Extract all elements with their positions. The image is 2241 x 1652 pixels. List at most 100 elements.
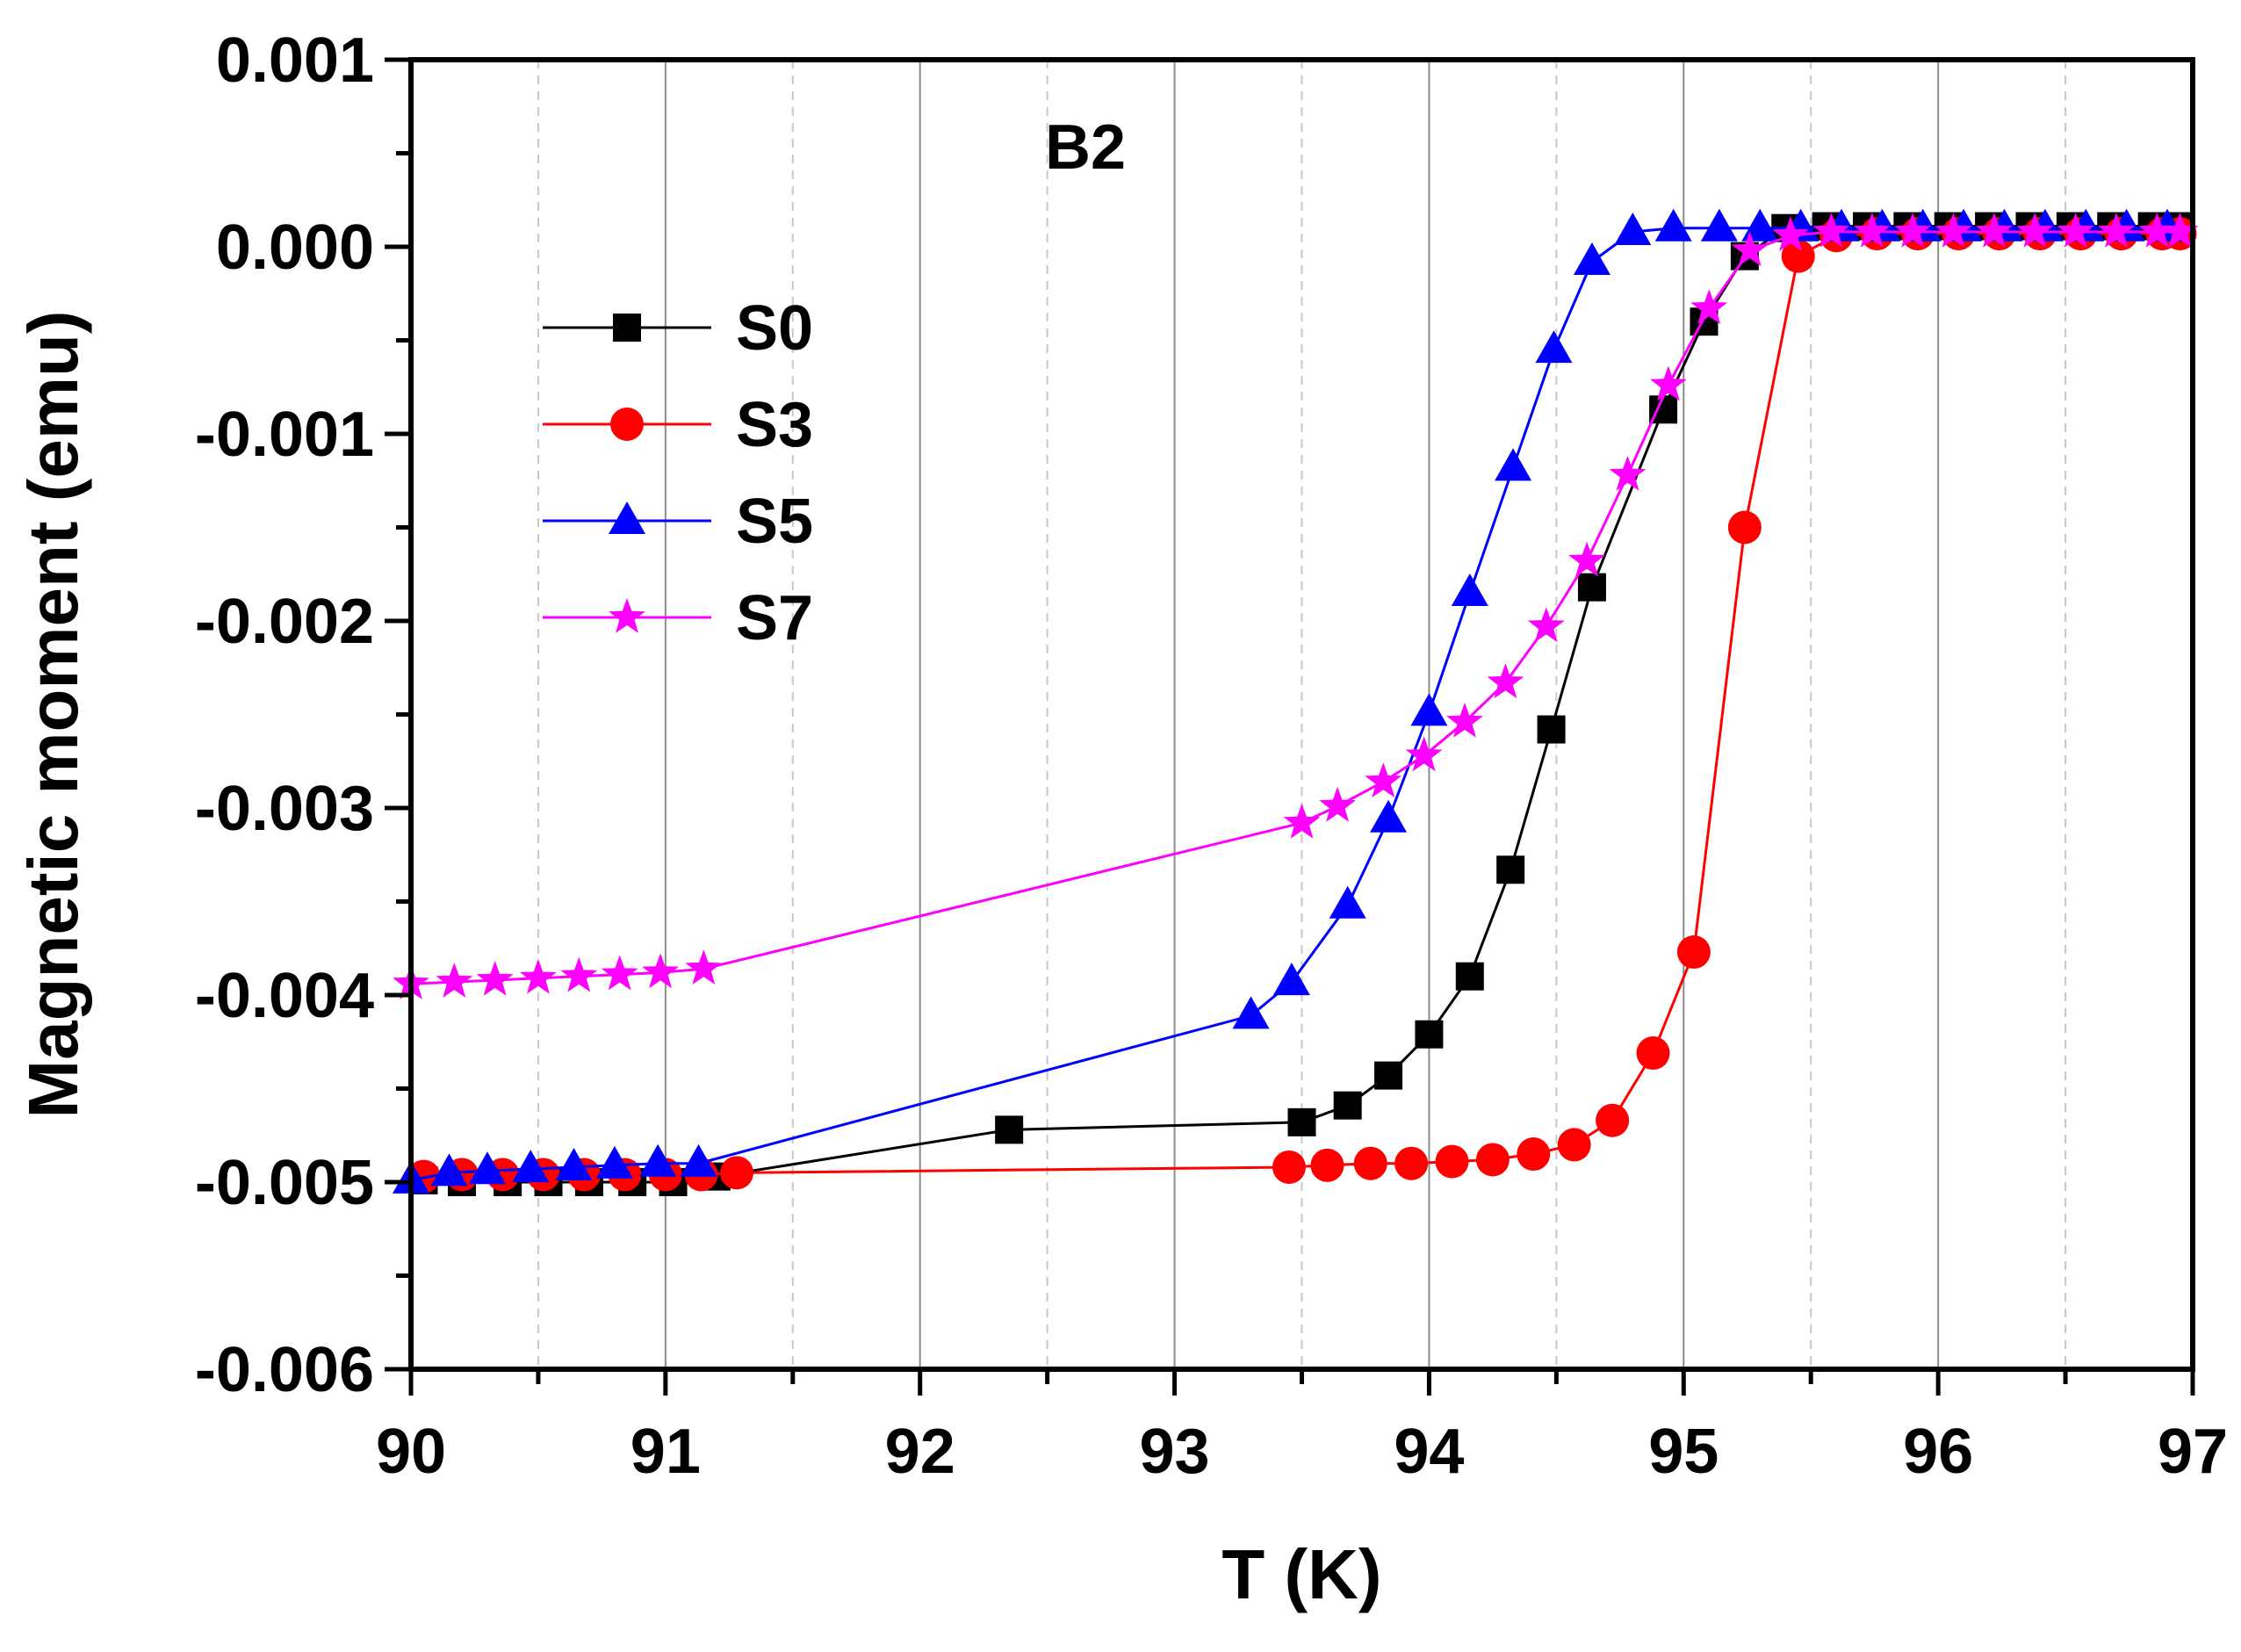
- legend-item-S3: S3: [543, 390, 813, 460]
- data-point-S0: [1577, 573, 1606, 602]
- annotation-label: B2: [1045, 112, 1126, 183]
- data-point-S7: [1853, 213, 1891, 248]
- data-point-S7: [2161, 213, 2199, 248]
- data-point-S3: [1353, 1146, 1387, 1180]
- series-line-S0: [423, 225, 2180, 1184]
- data-point-S7: [1527, 607, 1565, 643]
- data-point-S5: [1700, 208, 1738, 242]
- data-point-S3: [720, 1156, 754, 1190]
- data-point-S5: [1573, 242, 1610, 276]
- legend-label: S3: [736, 390, 813, 460]
- data-point-S3: [1394, 1146, 1429, 1180]
- x-tick-label: 97: [2158, 1417, 2228, 1487]
- series-S7: [393, 213, 2199, 999]
- data-point-S3: [1310, 1148, 1344, 1182]
- data-point-S5: [639, 1143, 677, 1177]
- data-point-S5: [1329, 885, 1366, 919]
- axes: 90 91 92 93 94 95 96 97 0.001 0.000 -0.001 -0.002 -0…: [195, 25, 2228, 1487]
- legend-item-S7: S7: [543, 583, 813, 653]
- data-point-S3: [1727, 510, 1762, 545]
- data-point-S7: [1365, 762, 1402, 797]
- data-point-S7: [1812, 213, 1850, 248]
- series-line-S5: [410, 227, 2167, 1182]
- data-point-S7: [1319, 786, 1356, 822]
- data-point-S5: [1741, 208, 1779, 242]
- data-point-S5: [512, 1150, 550, 1183]
- data-point-S0: [1287, 1107, 1316, 1136]
- data-point-S7: [1690, 289, 1728, 325]
- legend-marker-S3: [610, 408, 644, 441]
- data-point-S3: [1636, 1036, 1670, 1071]
- data-point-S7: [1976, 213, 2013, 248]
- series-line-S7: [410, 230, 2180, 985]
- legend-label: S5: [736, 487, 813, 557]
- legend: S0 S3 S5 S7: [543, 293, 813, 653]
- data-point-S7: [685, 949, 723, 985]
- y-tick-label: -0.005: [195, 1148, 374, 1218]
- data-point-S0: [1455, 962, 1484, 991]
- data-point-S7: [560, 956, 598, 992]
- data-point-S0: [1537, 715, 1566, 744]
- series-line-S3: [423, 232, 2180, 1179]
- series-S5: [393, 208, 2187, 1194]
- data-point-S3: [1781, 239, 1815, 273]
- data-point-S7: [2138, 213, 2176, 248]
- data-point-S5: [595, 1145, 633, 1179]
- y-tick-label: 0.000: [216, 213, 374, 283]
- grid: [537, 60, 2067, 1369]
- data-point-S5: [1451, 574, 1488, 607]
- x-tick-label: 95: [1648, 1417, 1719, 1487]
- data-point-S5: [1614, 212, 1652, 245]
- data-point-S5: [1535, 330, 1573, 364]
- data-point-S7: [1487, 663, 1524, 699]
- data-point-S0: [995, 1115, 1024, 1144]
- y-axis-title: Magnetic moment (emu): [14, 310, 92, 1118]
- x-tick-label: 93: [1140, 1417, 1210, 1487]
- data-point-S0: [1415, 1020, 1444, 1049]
- y-tick-label: -0.003: [195, 774, 374, 844]
- data-point-S3: [1435, 1144, 1469, 1179]
- data-point-S5: [1410, 693, 1448, 726]
- data-point-S5: [1370, 799, 1408, 833]
- y-tick-label: -0.001: [195, 400, 374, 470]
- legend-item-S5: S5: [543, 487, 813, 557]
- data-point-S7: [2057, 213, 2094, 248]
- data-point-S0: [1374, 1061, 1403, 1090]
- x-tick-label: 94: [1394, 1417, 1464, 1487]
- data-point-S3: [1475, 1143, 1510, 1177]
- data-point-S5: [1495, 448, 1532, 481]
- data-point-S5: [680, 1143, 717, 1177]
- data-point-S7: [1650, 365, 1687, 401]
- data-point-S5: [430, 1153, 468, 1187]
- data-point-S5: [468, 1151, 506, 1185]
- x-tick-label: 92: [885, 1417, 955, 1487]
- y-tick-label: -0.002: [195, 587, 374, 657]
- data-point-S5: [1232, 996, 1270, 1029]
- y-tick-label: -0.006: [195, 1335, 374, 1405]
- y-tick-label: -0.004: [195, 961, 374, 1031]
- data-point-S7: [1894, 213, 1932, 248]
- data-point-S7: [1935, 213, 1972, 248]
- data-point-S7: [1446, 703, 1483, 738]
- legend-label: S7: [736, 583, 813, 653]
- data-point-S7: [1609, 455, 1647, 491]
- data-point-S7: [436, 963, 473, 998]
- data-point-S7: [1405, 736, 1443, 772]
- data-point-S5: [555, 1147, 593, 1180]
- data-point-S0: [1333, 1091, 1362, 1120]
- data-point-S3: [1676, 935, 1711, 970]
- data-point-S7: [601, 955, 638, 991]
- legend-marker-S7: [609, 598, 645, 633]
- data-point-S7: [1731, 231, 1769, 267]
- x-tick-label: 96: [1903, 1417, 1973, 1487]
- data-point-S7: [520, 958, 557, 994]
- legend-item-S0: S0: [543, 293, 813, 364]
- x-tick-label: 91: [631, 1417, 701, 1487]
- data-point-S7: [1568, 541, 1606, 577]
- legend-marker-S0: [613, 314, 641, 342]
- data-point-S3: [1517, 1137, 1551, 1172]
- data-point-S7: [476, 961, 514, 996]
- data-point-S5: [1272, 963, 1310, 996]
- legend-label: S0: [736, 293, 813, 364]
